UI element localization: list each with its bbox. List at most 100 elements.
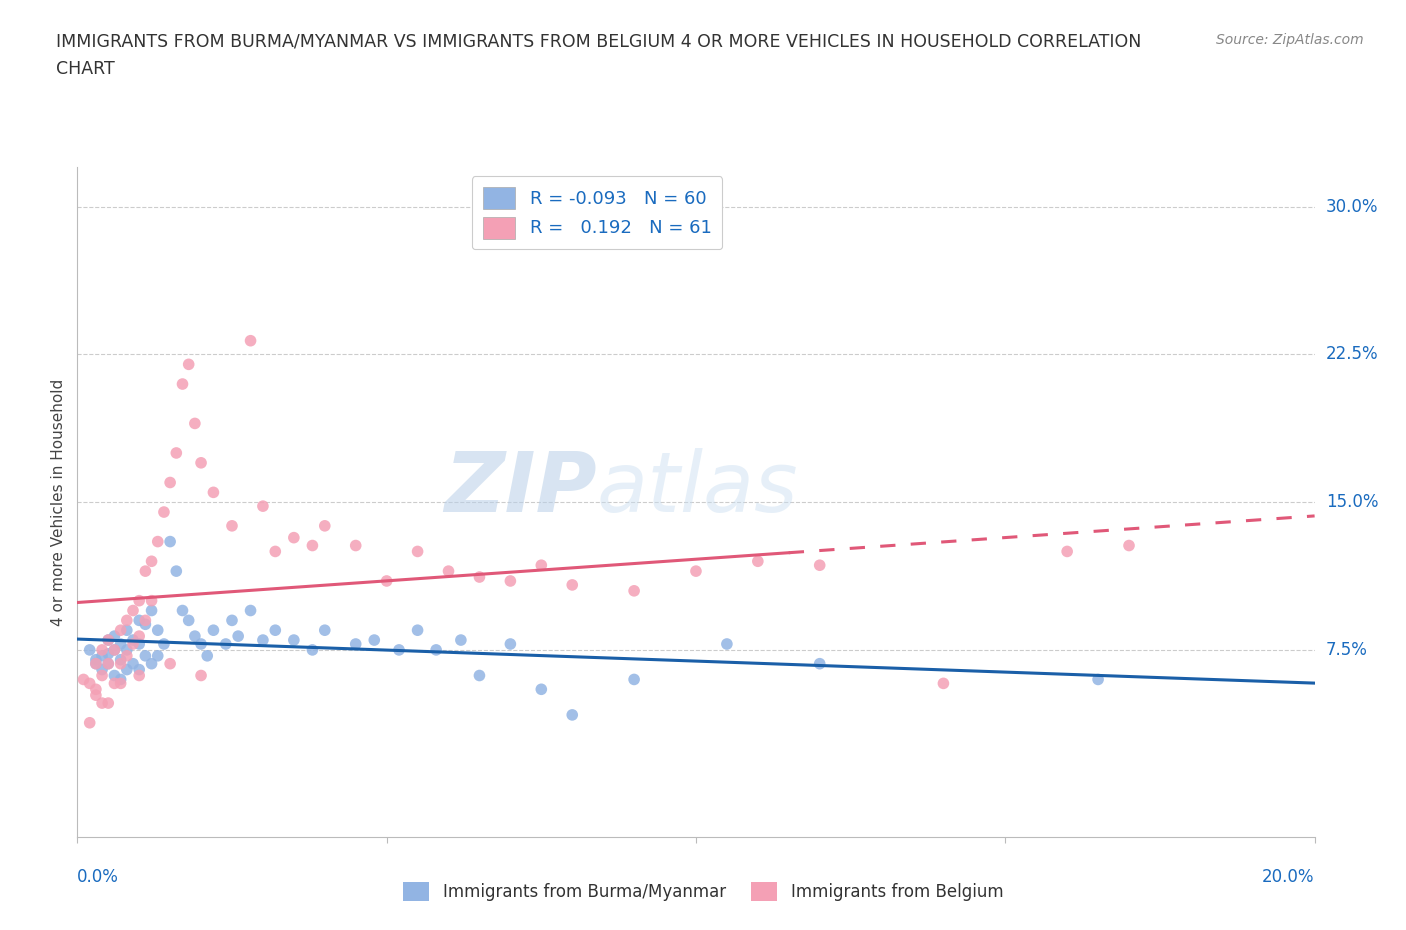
Point (97, 657, 120, 671)
Point (110, 623, 132, 638)
Point (91, 696, 114, 711)
Point (437, 564, 460, 578)
Point (747, 554, 769, 569)
Point (103, 643, 125, 658)
Point (283, 530, 305, 545)
Text: 0.0%: 0.0% (77, 868, 120, 885)
Point (195, 648, 218, 663)
Point (84, 652, 107, 667)
Point (468, 668, 491, 683)
Point (141, 657, 163, 671)
Point (499, 574, 522, 589)
Point (110, 636, 132, 651)
Point (264, 623, 287, 638)
Point (808, 558, 831, 573)
Point (153, 636, 176, 651)
Point (561, 708, 583, 723)
Point (314, 623, 336, 638)
Legend: R = -0.093   N = 60, R =   0.192   N = 61: R = -0.093 N = 60, R = 0.192 N = 61 (472, 177, 723, 249)
Point (314, 518, 336, 533)
Text: Source: ZipAtlas.com: Source: ZipAtlas.com (1216, 33, 1364, 46)
Point (91, 662, 114, 677)
Point (530, 682, 553, 697)
Point (91, 648, 114, 663)
Point (91, 643, 114, 658)
Point (190, 668, 212, 683)
Point (344, 538, 367, 553)
Point (141, 603, 163, 618)
Point (172, 377, 194, 392)
Point (103, 643, 125, 658)
Text: IMMIGRANTS FROM BURMA/MYANMAR VS IMMIGRANTS FROM BELGIUM 4 OR MORE VEHICLES IN H: IMMIGRANTS FROM BURMA/MYANMAR VS IMMIGRA… (56, 33, 1142, 50)
Point (103, 629, 125, 644)
Point (406, 623, 429, 638)
Point (84, 688, 107, 703)
Point (134, 613, 156, 628)
Point (115, 623, 138, 638)
Point (226, 629, 249, 644)
Point (97, 657, 120, 671)
Point (122, 632, 145, 647)
Point (159, 657, 181, 671)
Text: 15.0%: 15.0% (1326, 493, 1378, 512)
Text: 30.0%: 30.0% (1326, 198, 1378, 216)
Point (530, 558, 553, 573)
Point (115, 662, 138, 677)
Point (141, 593, 163, 608)
Point (141, 554, 163, 569)
Point (128, 593, 150, 608)
Point (79, 715, 101, 730)
Legend: Immigrants from Burma/Myanmar, Immigrants from Belgium: Immigrants from Burma/Myanmar, Immigrant… (396, 875, 1010, 908)
Point (252, 498, 274, 513)
Point (165, 564, 187, 578)
Point (202, 485, 225, 499)
Point (1087, 672, 1109, 687)
Point (184, 416, 207, 431)
Point (115, 613, 138, 628)
Point (808, 657, 831, 671)
Point (122, 636, 145, 651)
Point (177, 613, 200, 628)
Point (388, 643, 411, 658)
Point (84, 657, 107, 671)
Text: 20.0%: 20.0% (1263, 868, 1315, 885)
Point (153, 505, 176, 520)
Point (450, 632, 472, 647)
Point (363, 632, 385, 647)
Point (239, 603, 262, 618)
Point (128, 613, 150, 628)
Text: 22.5%: 22.5% (1326, 345, 1378, 364)
Point (110, 672, 132, 687)
Point (115, 648, 138, 663)
Point (239, 333, 262, 348)
Y-axis label: 4 or more Vehicles in Household: 4 or more Vehicles in Household (51, 379, 66, 626)
Point (1118, 538, 1140, 553)
Point (190, 456, 212, 471)
Point (122, 603, 145, 618)
Point (134, 648, 156, 663)
Point (215, 636, 238, 651)
Point (190, 636, 212, 651)
Point (264, 544, 287, 559)
Point (375, 574, 398, 589)
Point (128, 662, 150, 677)
Point (110, 657, 132, 671)
Point (623, 583, 645, 598)
Point (301, 643, 323, 658)
Point (425, 643, 447, 658)
Point (110, 676, 132, 691)
Point (103, 676, 125, 691)
Point (128, 629, 150, 644)
Point (301, 538, 323, 553)
Point (110, 652, 132, 667)
Point (1056, 544, 1078, 559)
Point (134, 564, 156, 578)
Point (146, 623, 169, 638)
Point (128, 636, 150, 651)
Point (202, 623, 225, 638)
Point (623, 672, 645, 687)
Point (84, 682, 107, 697)
Point (122, 657, 145, 671)
Point (344, 636, 367, 651)
Point (561, 578, 583, 592)
